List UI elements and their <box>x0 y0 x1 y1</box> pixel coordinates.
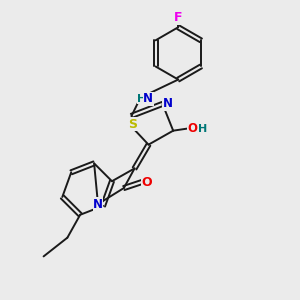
Text: F: F <box>174 11 182 24</box>
Text: N: N <box>163 98 173 110</box>
Text: N: N <box>93 198 103 211</box>
Text: H: H <box>198 124 207 134</box>
Text: H: H <box>137 94 146 104</box>
Text: N: N <box>143 92 153 105</box>
Text: O: O <box>188 122 197 135</box>
Text: O: O <box>142 176 152 189</box>
Text: S: S <box>129 118 138 131</box>
